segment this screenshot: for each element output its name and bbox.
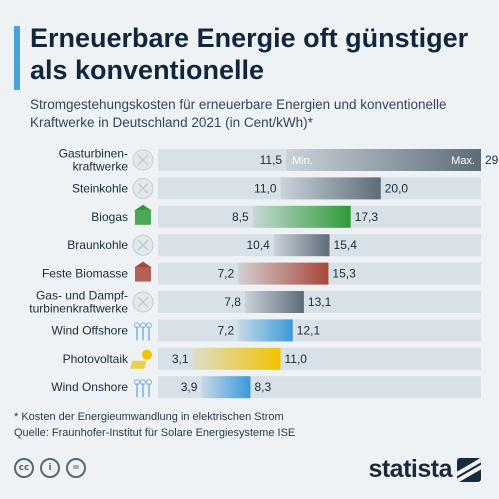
range-bar[interactable] <box>252 205 351 228</box>
footnote-note: * Kosten der Energieumwandlung in elektr… <box>14 411 284 423</box>
min-value-label: 3,1 <box>172 352 189 366</box>
max-value-label: 13,1 <box>308 295 332 309</box>
min-value-label: 11,0 <box>254 181 277 195</box>
category-label: Wind Offshore <box>52 323 129 337</box>
range-bar[interactable] <box>238 262 329 285</box>
footnote: * Kosten der Energieumwandlung in elektr… <box>14 409 484 441</box>
hard-coal-icon <box>132 177 154 199</box>
footnote-source: Quelle: Fraunhofer-Institut für Solare E… <box>14 427 296 439</box>
lignite-icon <box>132 234 154 256</box>
wind-offshore-icon <box>134 322 152 341</box>
category-label: Wind Onshore <box>51 380 128 394</box>
max-marker-label: Max. <box>451 155 475 167</box>
range-bar[interactable] <box>286 149 481 171</box>
min-value-label: 10,4 <box>246 238 270 252</box>
min-value-label: 7,2 <box>218 267 235 281</box>
max-value-label: 8,3 <box>254 380 271 394</box>
category-label: Gas- und Dampf-turbinenkraftwerke <box>29 289 128 316</box>
max-value-label: 17,3 <box>355 210 379 224</box>
min-value-label: 7,2 <box>218 323 235 337</box>
statista-logo-icon <box>457 457 481 482</box>
min-value-label: 3,9 <box>181 380 198 394</box>
range-bar[interactable] <box>244 291 304 313</box>
range-bar[interactable] <box>280 177 381 200</box>
category-label: Gasturbinen-kraftwerke <box>59 147 129 174</box>
max-value-label: 15,3 <box>332 267 356 281</box>
solar-icon <box>130 349 152 369</box>
range-bar-chart: 11,5 29,0 Min. Max. Gasturbinen-kraftwerke 11… <box>29 147 499 399</box>
chart-subtitle: Stromgestehungskosten für erneuerbare En… <box>30 97 447 130</box>
range-bar[interactable] <box>273 234 330 257</box>
category-label: Biogas <box>91 210 128 224</box>
max-value-label: 12,1 <box>297 323 321 337</box>
max-value-label: 11,0 <box>285 352 308 366</box>
min-value-label: 7,8 <box>224 295 241 309</box>
bar-track <box>158 291 481 313</box>
range-bar[interactable] <box>192 347 281 370</box>
gas-turbine-icon <box>132 149 154 171</box>
statista-logo[interactable]: statista <box>368 455 481 484</box>
no-derivatives-icon[interactable]: = <box>66 458 86 478</box>
solid-biomass-icon <box>134 261 152 282</box>
max-value-label: 20,0 <box>385 181 409 195</box>
chart-title: Erneuerbare Energie oft günstiger als ko… <box>30 23 469 85</box>
logo-wordmark: statista <box>368 455 452 483</box>
min-marker-label: Min. <box>292 155 313 167</box>
license-icons: cc i = <box>14 458 86 478</box>
wind-onshore-icon <box>134 379 152 398</box>
category-label: Braunkohle <box>67 238 128 252</box>
biogas-icon <box>134 204 152 225</box>
title-accent-bar <box>14 26 20 90</box>
max-value-label: 15,4 <box>334 238 358 252</box>
category-label: Feste Biomasse <box>42 267 128 281</box>
attribution-icon[interactable]: i <box>40 458 60 478</box>
creative-commons-icon[interactable]: cc <box>14 458 34 478</box>
range-bar[interactable] <box>238 319 293 342</box>
category-label: Photovoltaik <box>63 352 129 366</box>
category-label: Steinkohle <box>72 181 128 195</box>
max-value-label: 29,0 <box>485 153 499 167</box>
min-value-label: 11,5 <box>260 153 283 167</box>
range-bar[interactable] <box>201 376 251 399</box>
min-value-label: 8,5 <box>232 210 249 224</box>
combined-cycle-icon <box>132 291 154 313</box>
